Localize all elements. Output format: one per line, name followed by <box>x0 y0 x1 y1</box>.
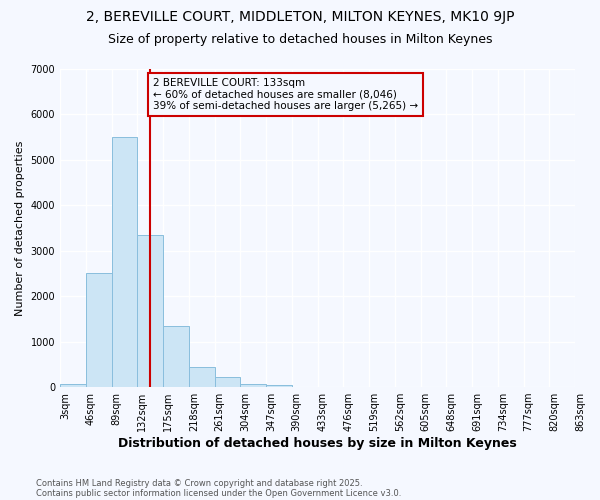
Text: 2, BEREVILLE COURT, MIDDLETON, MILTON KEYNES, MK10 9JP: 2, BEREVILLE COURT, MIDDLETON, MILTON KE… <box>86 10 514 24</box>
Bar <box>60 384 86 387</box>
Bar <box>112 137 137 387</box>
Bar <box>240 384 266 387</box>
Text: Contains HM Land Registry data © Crown copyright and database right 2025.: Contains HM Land Registry data © Crown c… <box>36 478 362 488</box>
Bar <box>86 274 112 387</box>
Bar <box>137 235 163 387</box>
Text: Contains public sector information licensed under the Open Government Licence v3: Contains public sector information licen… <box>36 488 401 498</box>
X-axis label: Distribution of detached houses by size in Milton Keynes: Distribution of detached houses by size … <box>118 437 517 450</box>
Bar <box>215 377 240 387</box>
Bar <box>189 366 215 387</box>
Text: 2 BEREVILLE COURT: 133sqm
← 60% of detached houses are smaller (8,046)
39% of se: 2 BEREVILLE COURT: 133sqm ← 60% of detac… <box>153 78 418 112</box>
Y-axis label: Number of detached properties: Number of detached properties <box>15 140 25 316</box>
Bar <box>266 385 292 387</box>
Bar <box>163 326 189 387</box>
Text: Size of property relative to detached houses in Milton Keynes: Size of property relative to detached ho… <box>108 32 492 46</box>
